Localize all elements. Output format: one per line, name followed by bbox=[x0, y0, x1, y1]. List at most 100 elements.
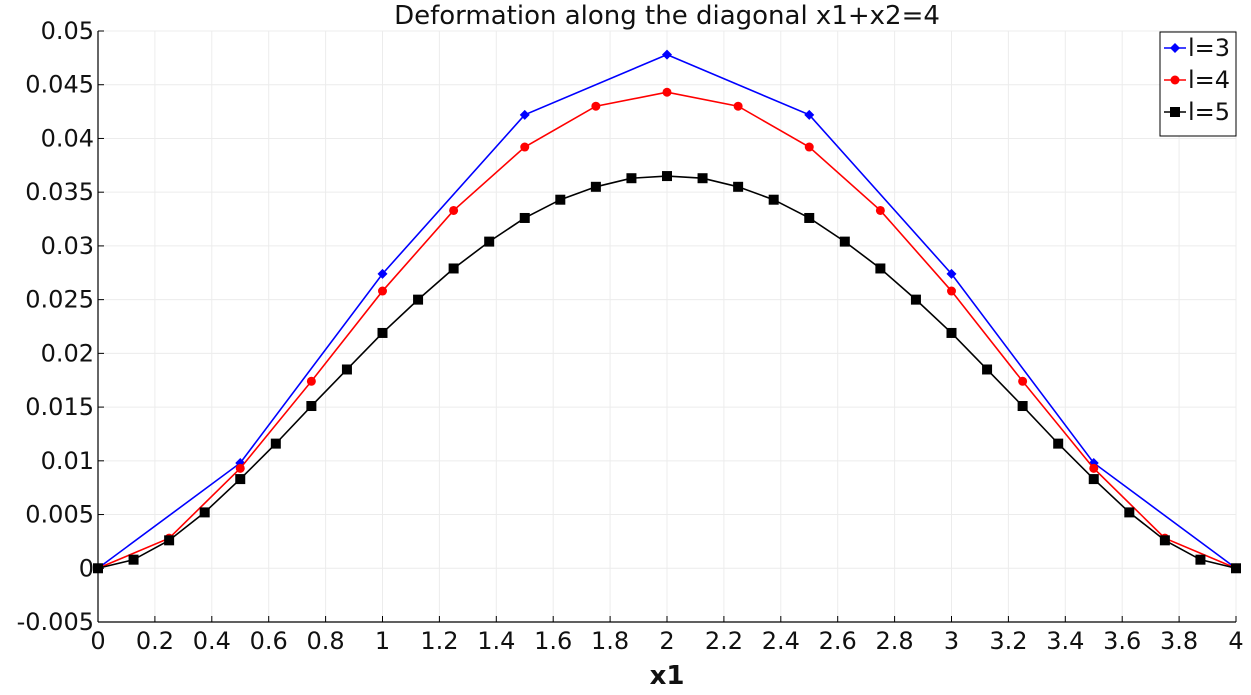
data-point-l5 bbox=[1195, 554, 1206, 565]
data-point-l5 bbox=[448, 263, 459, 274]
data-point-l5 bbox=[697, 173, 708, 184]
x-tick-label: 2.4 bbox=[762, 627, 800, 655]
data-point-l5 bbox=[1053, 438, 1064, 449]
x-tick-label: 0.2 bbox=[136, 627, 174, 655]
data-point-l4 bbox=[1089, 463, 1099, 473]
axes-layer: 0 0.2 0.4 0.6 0.8 1 1.2 1.4 1.6 1.8 2 2.2 2.4 2.6 2.8 3… bbox=[17, 17, 1244, 655]
data-point-l5 bbox=[839, 236, 850, 247]
x-axis-label: x1 bbox=[650, 661, 685, 691]
x-tick-label: 1.8 bbox=[591, 627, 629, 655]
data-point-l4 bbox=[306, 376, 316, 386]
x-tick-label: 3.2 bbox=[989, 627, 1027, 655]
legend-label: l=4 bbox=[1188, 66, 1230, 94]
data-point-l5 bbox=[413, 294, 424, 305]
data-point-l4 bbox=[449, 205, 459, 215]
series-l5 bbox=[93, 171, 1241, 574]
data-point-l4 bbox=[875, 205, 885, 215]
data-point-l5 bbox=[1088, 474, 1099, 485]
data-point-l4 bbox=[662, 87, 672, 97]
legend: l=3 l=4 l=5 bbox=[1159, 31, 1237, 137]
data-point-l5 bbox=[733, 181, 744, 192]
data-point-l5 bbox=[270, 438, 281, 449]
x-tick-label: 1.4 bbox=[477, 627, 515, 655]
data-point-l5 bbox=[484, 236, 495, 247]
y-tick-label: 0.005 bbox=[25, 501, 94, 529]
data-point-l5 bbox=[128, 554, 139, 565]
data-point-l5 bbox=[626, 173, 637, 184]
y-tick-label: 0.02 bbox=[41, 339, 94, 367]
x-tick-label: 3.6 bbox=[1103, 627, 1141, 655]
legend-marker bbox=[1170, 107, 1180, 117]
legend-item-l4: l=4 bbox=[1164, 66, 1230, 94]
legend-label: l=3 bbox=[1188, 34, 1230, 62]
data-point-l5 bbox=[946, 327, 957, 338]
series-layer bbox=[93, 49, 1241, 574]
data-point-l3 bbox=[804, 109, 815, 120]
grid-layer bbox=[97, 30, 1237, 623]
data-point-l4 bbox=[1018, 376, 1028, 386]
x-tick-label: 3.4 bbox=[1046, 627, 1084, 655]
data-point-l5 bbox=[377, 327, 388, 338]
x-tick-label: 3 bbox=[944, 627, 959, 655]
x-tick-label: 2 bbox=[659, 627, 674, 655]
data-point-l5 bbox=[982, 364, 993, 375]
x-tick-label: 0.4 bbox=[193, 627, 231, 655]
data-point-l5 bbox=[235, 474, 246, 485]
x-tick-label: 0.8 bbox=[307, 627, 345, 655]
data-point-l4 bbox=[591, 101, 601, 111]
data-point-l3 bbox=[519, 109, 530, 120]
x-tick-label: 0 bbox=[90, 627, 105, 655]
legend-item-l5: l=5 bbox=[1164, 98, 1230, 126]
x-tick-label: 1 bbox=[375, 627, 390, 655]
data-point-l5 bbox=[1159, 535, 1170, 546]
legend-item-l3: l=3 bbox=[1164, 34, 1230, 62]
y-tick-label: 0.04 bbox=[41, 124, 94, 152]
data-point-l4 bbox=[947, 286, 956, 296]
data-point-l5 bbox=[590, 181, 601, 192]
y-tick-label: -0.005 bbox=[17, 608, 94, 636]
y-tick-label: 0.01 bbox=[41, 447, 94, 475]
data-point-l4 bbox=[733, 101, 743, 111]
x-tick-label: 2.8 bbox=[876, 627, 914, 655]
data-point-l3 bbox=[662, 49, 672, 60]
data-point-l5 bbox=[519, 212, 530, 223]
data-point-l5 bbox=[910, 294, 921, 305]
x-tick-label: 2.2 bbox=[705, 627, 743, 655]
data-point-l5 bbox=[199, 507, 210, 518]
data-point-l4 bbox=[804, 142, 814, 152]
legend-marker bbox=[1170, 43, 1180, 53]
x-tick-label: 3.8 bbox=[1160, 627, 1198, 655]
data-point-l5 bbox=[306, 401, 317, 412]
y-tick-label: 0.015 bbox=[25, 393, 94, 421]
y-tick-label: 0.045 bbox=[25, 71, 94, 99]
data-point-l3 bbox=[946, 268, 957, 279]
y-tick-label: 0.035 bbox=[25, 178, 94, 206]
data-point-l5 bbox=[804, 212, 815, 223]
x-tick-label: 1.2 bbox=[420, 627, 458, 655]
y-tick-label: 0.03 bbox=[41, 232, 94, 260]
data-point-l5 bbox=[93, 563, 103, 574]
data-point-l4 bbox=[520, 142, 530, 152]
data-point-l5 bbox=[1231, 563, 1241, 574]
legend-marker bbox=[1170, 75, 1180, 85]
legend-label: l=5 bbox=[1188, 98, 1230, 126]
x-tick-label: 2.6 bbox=[819, 627, 857, 655]
data-point-l3 bbox=[377, 268, 388, 279]
data-point-l5 bbox=[1124, 507, 1135, 518]
data-point-l5 bbox=[164, 535, 175, 546]
data-point-l5 bbox=[555, 194, 566, 205]
x-tick-label: 1.6 bbox=[534, 627, 572, 655]
data-point-l4 bbox=[235, 463, 245, 473]
data-point-l5 bbox=[875, 263, 886, 274]
data-point-l4 bbox=[378, 286, 387, 296]
x-tick-label: 0.6 bbox=[250, 627, 288, 655]
data-point-l5 bbox=[341, 364, 352, 375]
y-tick-label: 0 bbox=[79, 554, 94, 582]
data-point-l5 bbox=[1017, 401, 1028, 412]
y-tick-label: 0.025 bbox=[25, 286, 94, 314]
chart-title: Deformation along the diagonal x1+x2=4 bbox=[394, 1, 940, 31]
data-point-l5 bbox=[768, 194, 779, 205]
x-tick-label: 4 bbox=[1228, 627, 1243, 655]
